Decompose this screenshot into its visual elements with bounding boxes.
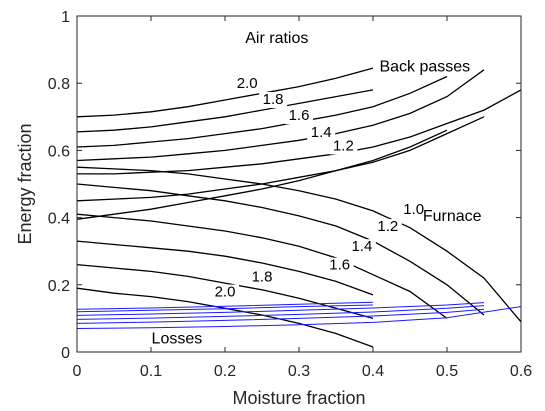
furnace-label-bg-2	[373, 219, 402, 236]
x-tick-label: 0.5	[436, 363, 458, 380]
losses-line-5	[76, 304, 374, 313]
back-passes-line-4	[76, 69, 485, 162]
furnace-label-5: 1.8	[252, 268, 273, 285]
furnace-line-4	[76, 240, 374, 296]
x-tick-label: 0.1	[140, 363, 162, 380]
annotation-air-ratios: Air ratios	[245, 30, 308, 47]
back-passes-line-6	[76, 116, 485, 202]
back-passes-label-2: 1.8	[263, 91, 284, 108]
x-tick-label: 0.2	[214, 363, 236, 380]
back-passes-label-bg-1	[233, 76, 262, 93]
x-axis-ticks: 0 0.1 0.2 0.3 0.4 0.5 0.6	[73, 16, 532, 380]
y-tick-label: 0.8	[48, 76, 70, 93]
back-passes-label-bg-3	[285, 108, 313, 125]
x-tick-label: 0.6	[510, 363, 532, 380]
furnace-label-bg-5	[248, 269, 276, 286]
back-passes-label-1: 2.0	[237, 75, 258, 92]
furnace-label-1: 1.0	[403, 201, 424, 218]
back-passes-line-7	[76, 129, 448, 220]
back-passes-label-4: 1.4	[311, 124, 332, 141]
y-axis-ticks: 0 0.2 0.4 0.6 0.8 1	[48, 9, 521, 362]
x-axis-label: Moisture fraction	[232, 388, 365, 408]
back-passes-label-bg-5	[329, 138, 358, 155]
x-tick-label: 0.4	[362, 363, 384, 380]
furnace-line-3	[76, 213, 448, 319]
furnace-line-1	[76, 166, 522, 323]
furnace-line-5	[76, 263, 374, 320]
annotation-losses: Losses	[152, 331, 203, 348]
back-passes-label-5: 1.2	[333, 137, 354, 154]
furnace-label-bg-3	[347, 239, 376, 256]
y-axis-label: Energy fraction	[15, 123, 35, 244]
y-tick-label: 0.2	[48, 278, 70, 295]
furnace-label-6: 2.0	[215, 284, 236, 301]
x-tick-label: 0.3	[288, 363, 310, 380]
losses-line-6	[76, 301, 374, 310]
back-passes-label-bg-4	[307, 124, 336, 141]
furnace-label-4: 1.6	[329, 257, 350, 274]
back-passes-line-2	[76, 89, 374, 133]
y-tick-label: 0	[61, 345, 70, 362]
furnace-label-3: 1.4	[351, 238, 372, 255]
y-tick-label: 0.6	[48, 143, 70, 160]
furnace-line-2	[76, 183, 485, 316]
losses-line-3	[76, 305, 485, 320]
back-passes-label-bg-2	[259, 92, 288, 109]
back-passes-label-3: 1.6	[289, 107, 310, 124]
annotation-furnace: Furnace	[423, 208, 482, 225]
y-tick-label: 1	[61, 9, 70, 26]
plot-lines	[76, 67, 522, 348]
furnace-label-bg-4	[325, 257, 354, 274]
curve-labels: 2.01.81.61.41.21.01.21.41.61.82.0	[211, 75, 428, 301]
y-tick-label: 0.4	[48, 211, 70, 228]
x-tick-label: 0	[73, 363, 82, 380]
annotations: Air ratios Back passes Furnace Losses	[152, 30, 482, 348]
back-passes-line-1	[76, 67, 374, 118]
back-passes-line-5	[77, 89, 522, 175]
losses-line-1	[76, 306, 522, 329]
losses-line-4	[76, 302, 485, 316]
furnace-label-bg-1	[399, 202, 428, 219]
annotation-back-passes: Back passes	[379, 58, 470, 75]
furnace-label-2: 1.2	[377, 218, 398, 235]
losses-line-2	[76, 308, 485, 324]
back-passes-line-3	[76, 75, 448, 148]
furnace-label-bg-6	[211, 284, 239, 301]
